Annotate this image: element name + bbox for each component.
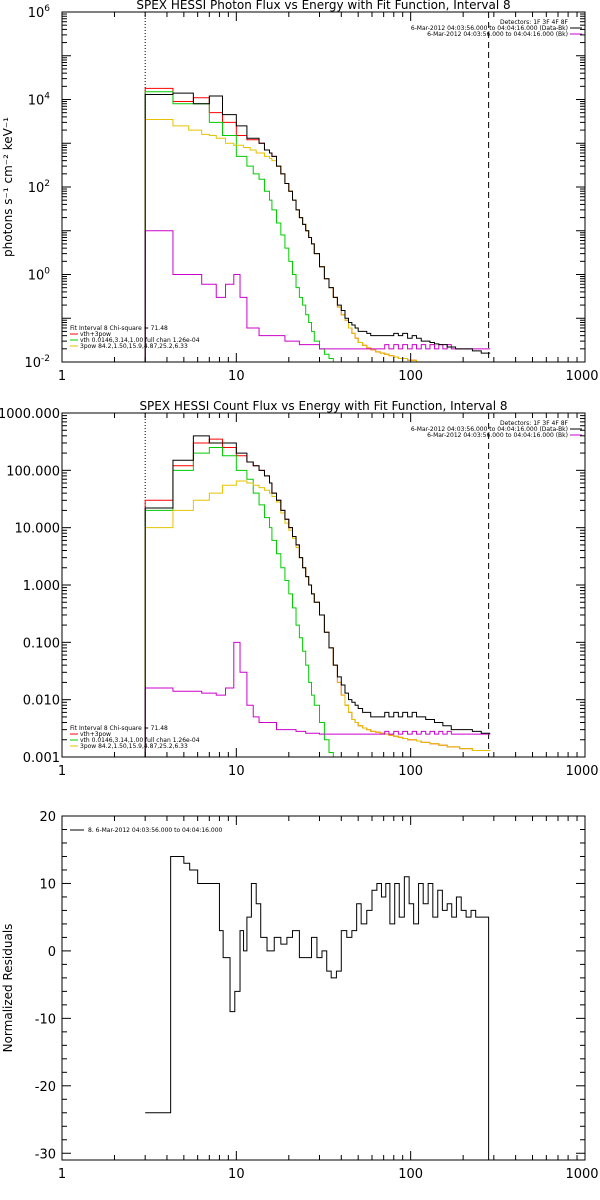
y-tick-base: 10 <box>28 181 45 196</box>
y-ticks <box>62 415 585 758</box>
panel-1: SPEX HESSI Photon Flux vs Energy with Fi… <box>1 0 599 384</box>
y-ticks <box>62 13 585 363</box>
series-2-line <box>144 447 491 757</box>
y-tick-label: 0.010 <box>23 694 60 709</box>
y-tick-label: 1000.000 <box>0 407 60 422</box>
series-group <box>144 87 491 362</box>
panel-title: SPEX HESSI Photon Flux vs Energy with Fi… <box>136 0 510 12</box>
y-axis-label: photons s⁻¹ cm⁻² keV⁻¹ <box>1 117 15 257</box>
series-1-line <box>144 438 491 757</box>
y-ticks <box>62 815 585 1154</box>
legend-left-entry: 3pow 84.2,1.50,15.9,4.87,25.2,6.33 <box>80 743 188 750</box>
plot-frame <box>61 815 586 1161</box>
y-tick-label: -20 <box>35 1080 56 1095</box>
legend-left-entry: 3pow 84.2,1.50,15.9,4.87,25.2,6.33 <box>80 343 188 350</box>
series-3-line <box>144 480 491 757</box>
x-tick-label: 100 <box>398 764 423 779</box>
y-tick-label: 106 <box>28 4 51 21</box>
x-tick-label: 1 <box>58 369 66 384</box>
y-tick-base: 10 <box>28 94 45 109</box>
y-tick-label: -10 <box>35 1012 56 1027</box>
series-2-line <box>144 91 491 362</box>
y-tick-label: 20 <box>39 810 56 825</box>
panel-title: SPEX HESSI Count Flux vs Energy with Fit… <box>139 399 507 413</box>
series-4-line <box>144 641 491 757</box>
x-tick-label: 100 <box>398 1167 423 1182</box>
y-tick-exponent: 6 <box>44 4 50 14</box>
plot-frame <box>61 412 586 758</box>
x-tick-label: 1 <box>58 1167 66 1182</box>
y-tick-label: 1.000 <box>23 579 60 594</box>
x-ticks <box>61 12 578 362</box>
legend-left-entry: vth+3pow <box>80 731 111 738</box>
plot-frame <box>61 11 586 363</box>
y-tick-label: 100.000 <box>6 464 60 479</box>
series-group <box>144 435 491 757</box>
panel-3: Normalized Residuals 1 10 100 1000 -30 -20 -10 0… <box>1 810 599 1182</box>
y-tick-label: 0.100 <box>23 636 60 651</box>
x-tick-label: 10 <box>228 1167 245 1182</box>
legend-left-entry: vth 0.0146,3.14,1.00 full chan 1.26e-04 <box>80 337 200 344</box>
x-tick-label: 100 <box>398 369 423 384</box>
legend-left-entry: vth 0.0146,3.14,1.00 full chan 1.26e-04 <box>80 737 200 744</box>
series-1-line <box>144 87 491 362</box>
y-tick-base: 10 <box>28 6 45 21</box>
x-ticks <box>61 816 578 1160</box>
y-tick-label: 102 <box>28 179 50 196</box>
x-tick-label: 10 <box>228 369 245 384</box>
series-group <box>145 855 490 1160</box>
y-tick-label: -30 <box>35 1147 56 1162</box>
y-tick-exponent: 0 <box>44 267 50 277</box>
y-tick-exponent: -2 <box>41 354 50 364</box>
y-tick-label: 10-2 <box>24 354 50 371</box>
legend-left-entry: Fit Interval 8 Chi-square = 71.48 <box>70 325 168 332</box>
series-5-line <box>144 435 491 757</box>
legend-right-entry: Detectors: 1F 3F 4F 8F <box>500 19 569 26</box>
legend-right-entry: Detectors: 1F 3F 4F 8F <box>500 420 569 427</box>
series-4-line <box>144 230 491 362</box>
legend-right-entry: 6-Mar-2012 04:03:56.000 to 04:04:16.000 … <box>427 31 568 38</box>
x-tick-label: 1000 <box>565 369 598 384</box>
y-tick-exponent: 2 <box>44 179 50 189</box>
y-tick-label: 10.000 <box>15 522 61 537</box>
legend-left-entry: 8. 6-Mar-2012 04:03:56.000 to 04:04:16.0… <box>88 827 223 834</box>
x-tick-label: 10 <box>228 764 245 779</box>
y-tick-label: 10 <box>39 877 56 892</box>
legend-left-entry: vth+3pow <box>80 331 111 338</box>
y-tick-label: 0 <box>48 945 56 960</box>
x-tick-label: 1 <box>58 764 66 779</box>
y-tick-label: 0.001 <box>23 751 60 766</box>
series-3-line <box>144 118 491 362</box>
y-tick-exponent: 4 <box>44 92 50 102</box>
legend-left-entry: Fit Interval 8 Chi-square = 71.48 <box>70 725 168 732</box>
y-tick-label: 100 <box>28 267 51 284</box>
y-axis-label: Normalized Residuals <box>1 924 15 1053</box>
legend-right-entry: 6-Mar-2012 04:03:56.000 to 04:04:16.000 … <box>427 432 568 439</box>
panel-2: SPEX HESSI Count Flux vs Energy with Fit… <box>0 399 599 779</box>
x-tick-label: 1000 <box>565 764 598 779</box>
y-tick-base: 10 <box>28 269 45 284</box>
x-ticks <box>61 413 578 757</box>
legend-right-entry: 6-Mar-2012 04:03:56.000 to 04:04:16.000 … <box>411 25 568 32</box>
x-tick-label: 1000 <box>565 1167 598 1182</box>
y-tick-base: 10 <box>24 356 41 371</box>
legend-right-entry: 6-Mar-2012 04:03:56.000 to 04:04:16.000 … <box>411 426 568 433</box>
series-5-line <box>144 92 491 362</box>
y-tick-label: 104 <box>28 92 51 109</box>
series-1-line <box>145 855 490 1160</box>
